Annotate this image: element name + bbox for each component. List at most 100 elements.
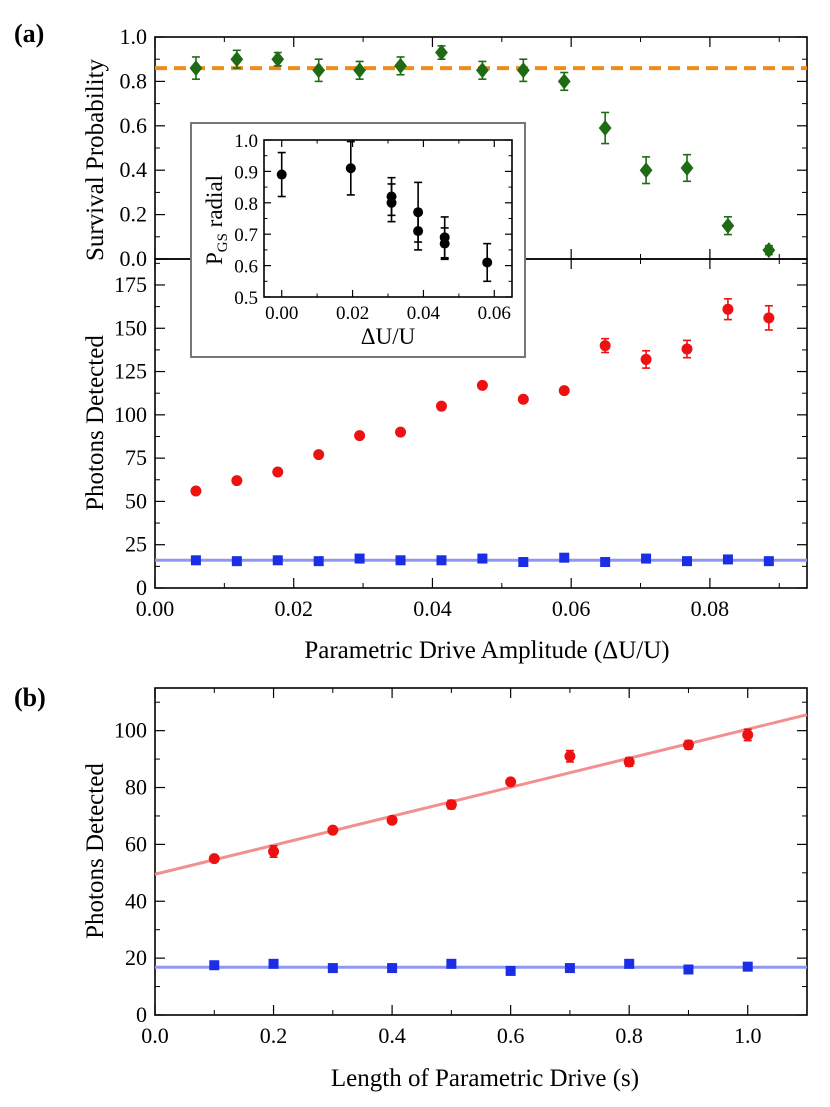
survival-y-label: 0.2: [120, 202, 148, 227]
photons-red-point: [681, 343, 693, 355]
panel-b-blue-point: [387, 963, 398, 974]
photons-y-label: 75: [125, 445, 147, 470]
panel-b-red-point: [623, 756, 635, 768]
inset-y-label: 0.9: [234, 162, 258, 183]
panel-label-b: (b): [14, 683, 46, 712]
panel-b-red-point: [682, 739, 694, 751]
panel-b-y-label: 20: [125, 945, 147, 970]
photons-blue-point: [436, 555, 447, 566]
photons-red-point: [476, 379, 488, 391]
photons-red-point: [272, 466, 284, 478]
photons-red-point: [354, 430, 366, 442]
survival-y-label: 0.6: [120, 113, 148, 138]
panel-b-blue-point: [683, 964, 694, 975]
survival-y-label: 0.0: [120, 246, 148, 271]
inset-y-label: 1.0: [234, 131, 258, 152]
chart-inset: 0.5 0.6 0.7 0.8 0.9 1.0 0.00 0.02 0.04 0.06 ΔU/U PG…: [190, 122, 526, 358]
panel-b-y-axis-label: Photons Detected: [82, 763, 109, 939]
panel-b-red-fit-line: [154, 713, 808, 876]
photons-red-point: [763, 312, 775, 324]
survival-point: [721, 217, 735, 234]
panel-b-blue-point: [209, 960, 220, 971]
photons-blue-point: [354, 553, 365, 564]
photons-blue-point: [190, 555, 201, 566]
panel-b-red-point: [208, 853, 220, 865]
inset-y-axis-label: PGS radial: [202, 175, 231, 265]
panel-b-x-axis-label: Length of Parametric Drive (s): [331, 1065, 639, 1092]
photons-red-point: [231, 475, 243, 487]
inset-y-label: 0.7: [234, 225, 258, 246]
panel-b-blue-point: [327, 963, 338, 974]
inset-x-label: 0.04: [407, 303, 441, 324]
photons-blue-point: [559, 552, 570, 563]
panel-b-frame: [154, 687, 808, 1016]
inset-x-axis-label: ΔU/U: [361, 324, 416, 349]
survival-point: [394, 57, 407, 74]
photons-y-label: 50: [125, 488, 147, 513]
photons-x-label: 0.06: [552, 596, 591, 621]
photons-y-label: 175: [114, 272, 147, 297]
photons-blue-point: [395, 555, 406, 566]
photons-red-point: [517, 393, 529, 405]
panel-label-a: (a): [14, 19, 44, 48]
panel-b-red-point: [505, 776, 517, 788]
photons-red-point: [395, 426, 407, 438]
panel-b-red-point: [564, 750, 576, 762]
inset-point: [413, 226, 424, 237]
survival-point: [598, 120, 612, 137]
survival-point: [230, 51, 244, 68]
photons-red-point: [190, 485, 202, 497]
inset-point: [439, 238, 450, 249]
photons-blue-point: [641, 553, 652, 564]
survival-point: [516, 62, 530, 79]
panel-b-y-label: 0: [136, 1002, 147, 1027]
panel-b-x-label: 0.0: [141, 1023, 169, 1048]
chart-b-photons: 0 20 40 60 80 100 0.0 0.2 0.4 0.6 0.8 1.0 Photons De…: [82, 687, 808, 1092]
inset-point: [386, 197, 397, 208]
panel-b-x-label: 0.8: [615, 1023, 643, 1048]
inset-x-label: 0.00: [265, 303, 298, 324]
photons-red-point: [640, 353, 652, 365]
panel-b-red-point: [268, 846, 280, 857]
survival-point: [680, 159, 694, 176]
photons-x-label: 0.00: [136, 596, 175, 621]
panel-b-blue-point: [505, 965, 516, 976]
inset-x-label: 0.06: [478, 303, 511, 324]
panel-b-blue-point: [446, 958, 457, 969]
inset-point: [345, 163, 356, 174]
panel-b-blue-point: [742, 961, 753, 972]
survival-point: [353, 62, 367, 79]
survival-point: [475, 62, 489, 79]
photons-red-point: [722, 303, 734, 315]
photons-x-axis-label: Parametric Drive Amplitude (ΔU/U): [304, 637, 669, 664]
photons-y-label: 100: [114, 402, 147, 427]
photons-blue-point: [272, 555, 283, 566]
survival-point: [312, 62, 326, 79]
inset-y-label-rest: radial: [202, 175, 227, 233]
photons-blue-point: [231, 556, 242, 567]
photons-y-label: 150: [114, 315, 147, 340]
chart-a-survival: 0.0 0.2 0.4 0.6 0.8 1.0 Survival Probability: [82, 24, 808, 271]
panel-b-y-label: 40: [125, 888, 147, 913]
photons-x-label: 0.04: [413, 596, 452, 621]
panel-b-red-point: [327, 824, 339, 836]
panel-b-x-label: 1.0: [734, 1023, 762, 1048]
photons-y-label: 125: [114, 359, 147, 384]
chart-a-photons: 0 25 50 75 100 125 150 175 0.00 0.02 0.04 0.06 0.08 P…: [82, 258, 808, 664]
survival-y-label: 0.8: [120, 68, 148, 93]
photons-x-label: 0.02: [274, 596, 313, 621]
photons-red-point: [313, 449, 325, 461]
inset-x-label: 0.02: [336, 303, 369, 324]
inset-point: [482, 257, 493, 268]
survival-point: [271, 51, 285, 68]
survival-point: [189, 60, 203, 77]
panel-b-blue-point: [268, 958, 279, 969]
photons-blue-point: [600, 557, 611, 568]
panel-b-red-point: [742, 729, 754, 741]
panel-b-y-label: 60: [125, 831, 147, 856]
photons-blue-point: [477, 553, 488, 564]
photons-red-point: [558, 385, 570, 397]
photons-y-label: 25: [125, 532, 147, 557]
photons-blue-point: [763, 556, 774, 567]
